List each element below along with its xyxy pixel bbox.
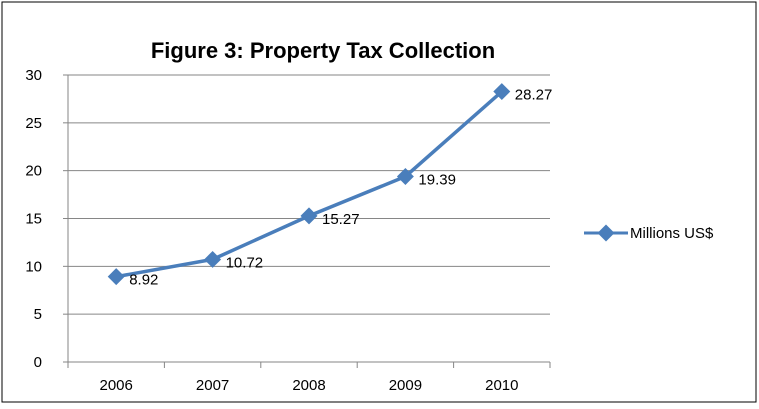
x-tick-label: 2010: [485, 377, 518, 394]
x-tick-label: 2006: [100, 377, 133, 394]
legend-label: Millions US$: [630, 225, 714, 242]
data-label: 28.27: [515, 87, 553, 104]
x-tick-label: 2007: [196, 377, 229, 394]
y-tick-label: 0: [34, 354, 42, 371]
y-tick-label: 25: [25, 115, 42, 132]
data-label: 8.92: [129, 272, 158, 289]
y-tick-label: 15: [25, 211, 42, 228]
data-label: 19.39: [418, 172, 456, 189]
x-tick-label: 2008: [292, 377, 325, 394]
y-tick-label: 30: [25, 67, 42, 84]
y-tick-label: 5: [34, 306, 42, 323]
data-label: 10.72: [226, 254, 264, 271]
data-label: 15.27: [322, 211, 360, 228]
y-tick-label: 20: [25, 163, 42, 180]
x-tick-label: 2009: [389, 377, 422, 394]
chart-title: Figure 3: Property Tax Collection: [151, 38, 495, 63]
y-tick-label: 10: [25, 258, 42, 275]
